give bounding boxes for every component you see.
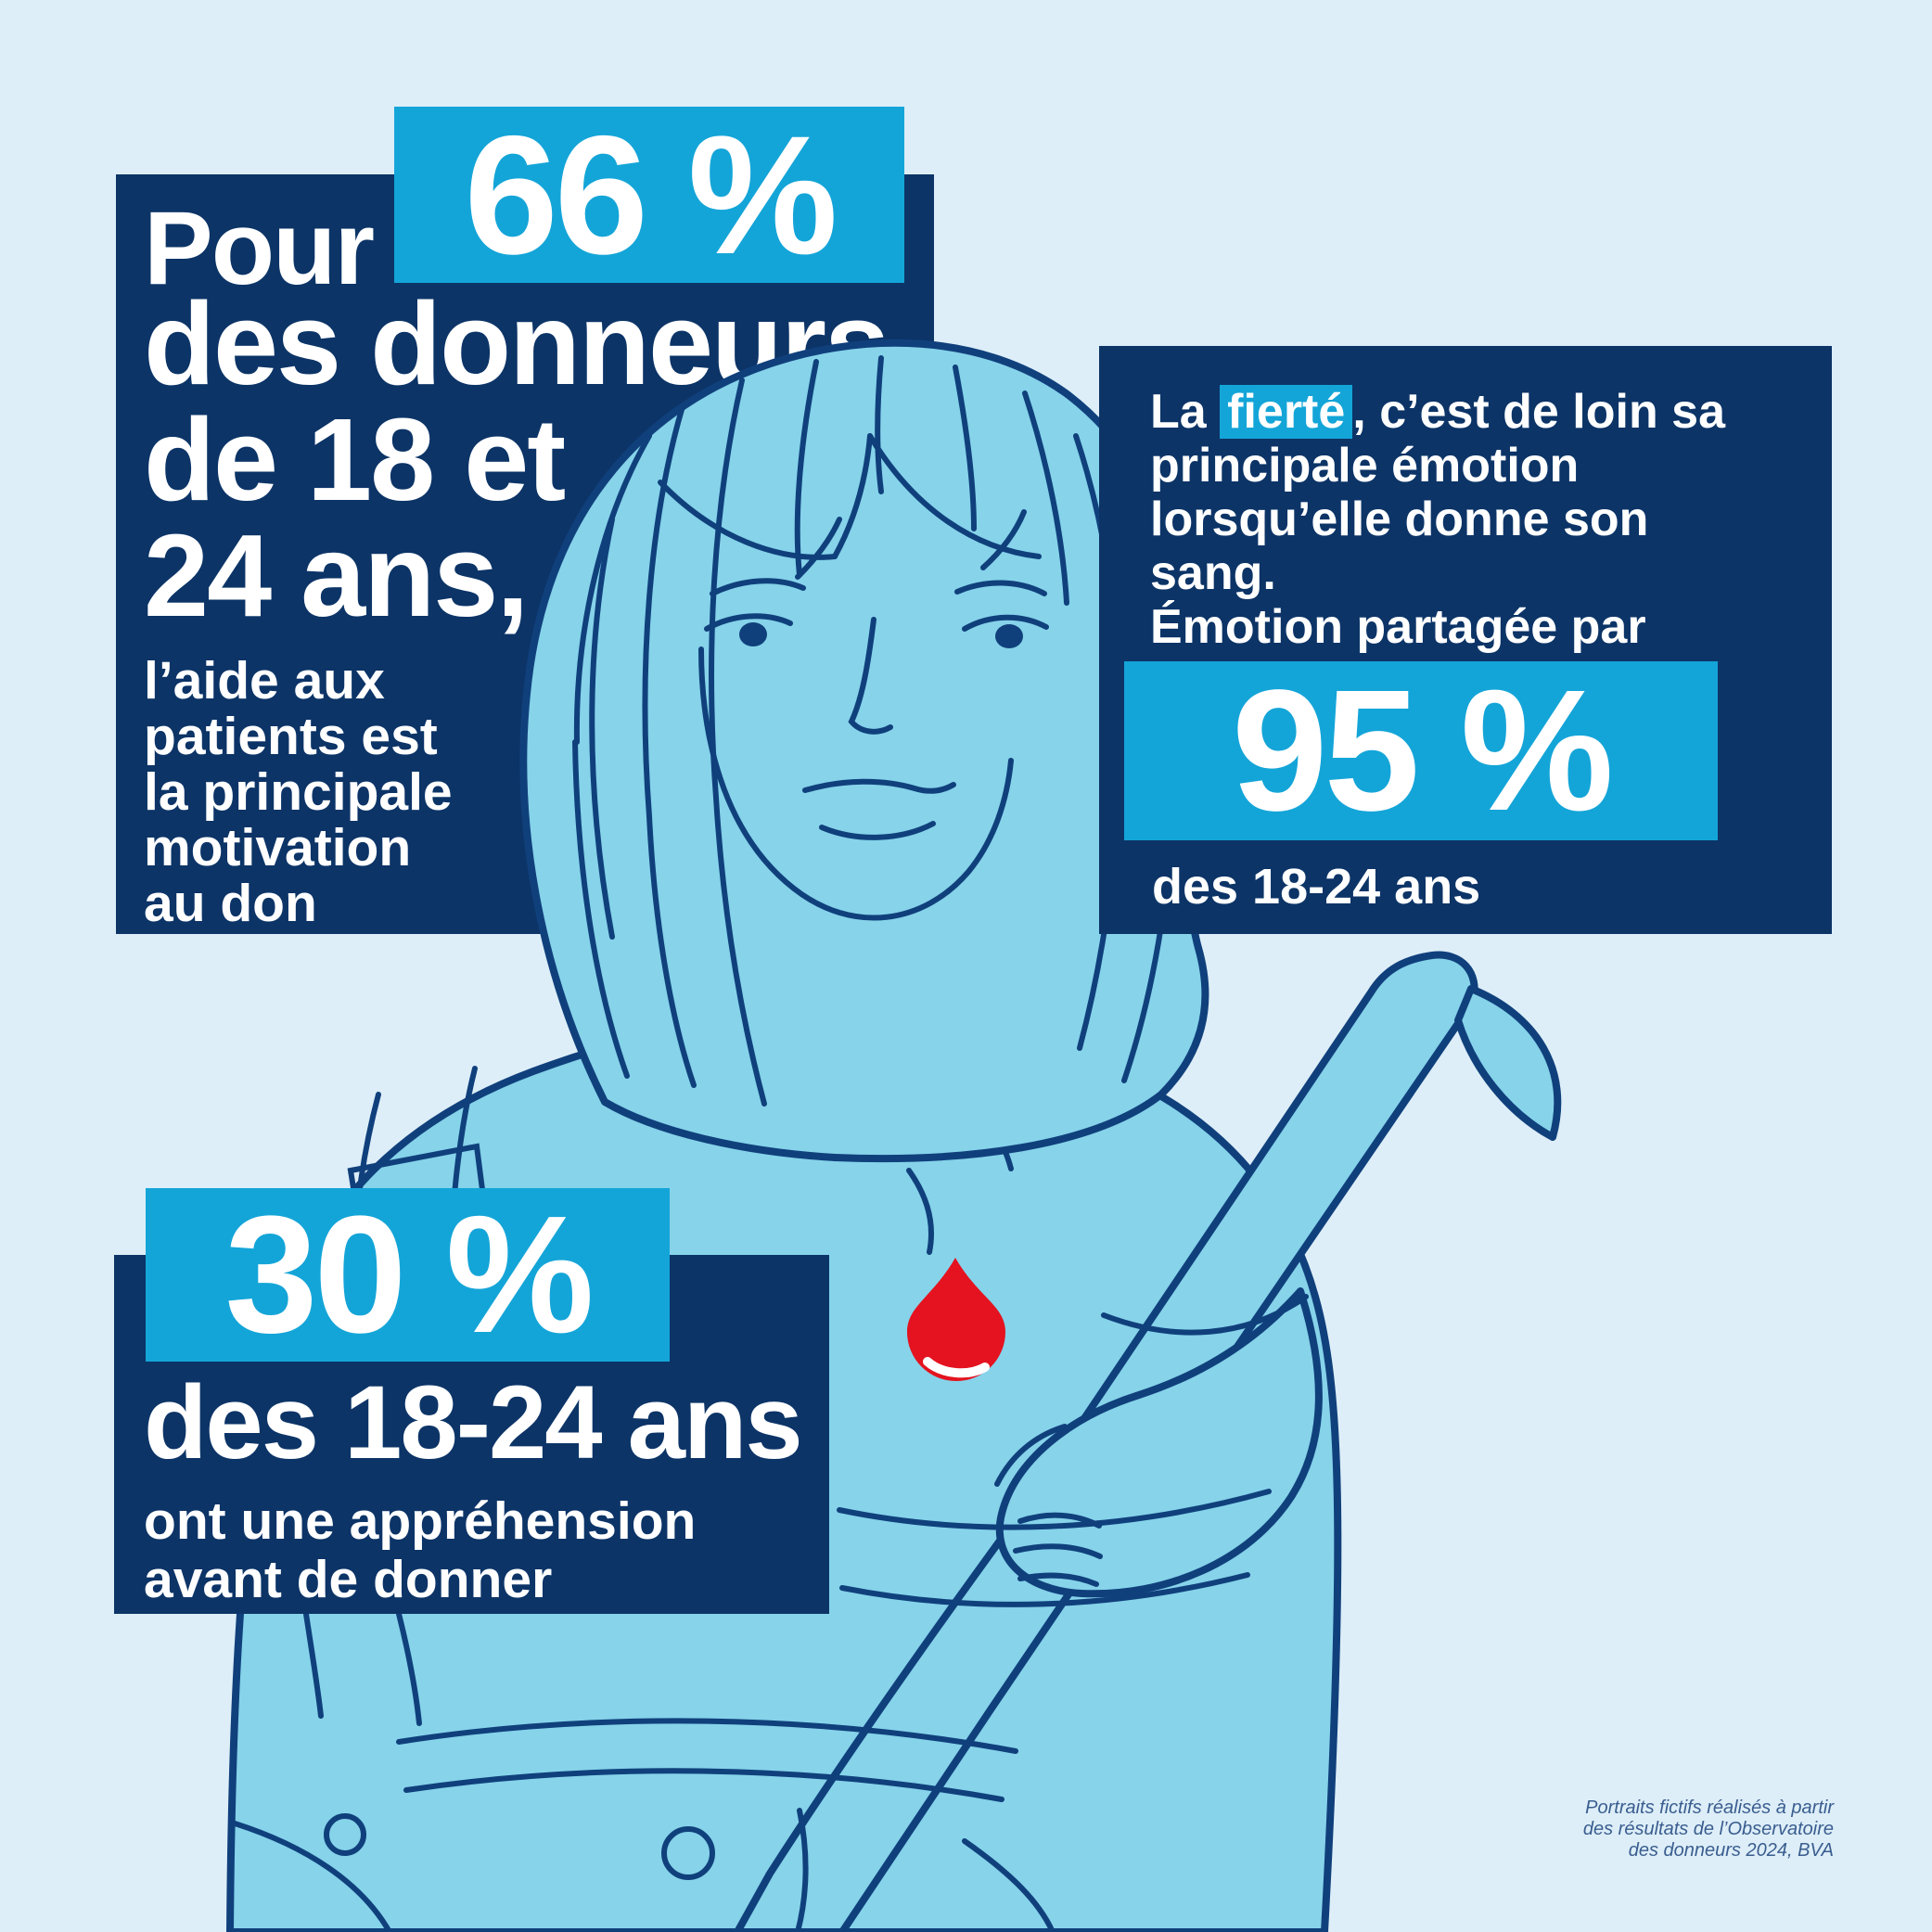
apprehension-heading: des 18-24 ans <box>144 1364 803 1480</box>
forearm <box>995 1287 1323 1598</box>
pride-paragraph: La fierté, c’est de loin sa principale é… <box>1150 385 1785 600</box>
stat-box-apprehension: 30 % des 18-24 ans ont une appréhension … <box>114 1182 829 1614</box>
donors-body-line: l’aide aux <box>144 651 385 710</box>
stat-value-95-percent-chip: 95 % <box>1124 655 1718 847</box>
donors-heading-line: des donneurs <box>144 278 889 409</box>
folder <box>734 951 1478 1932</box>
pride-text-before: La <box>1150 385 1221 439</box>
apprehension-body-line: avant de donner <box>144 1550 553 1609</box>
donors-body-line: la principale <box>144 762 453 822</box>
apprehension-body-line: ont une appréhension <box>144 1491 697 1551</box>
donors-body-line: au don <box>144 874 317 933</box>
folder-flap <box>1454 985 1562 1141</box>
pride-highlight-word: fierté <box>1220 385 1353 439</box>
stat-box-donors-motivation: 66 % Pour des donneurs de 18 et 24 ans, … <box>116 100 934 934</box>
stat-value-95-percent: 95 % <box>1232 655 1614 847</box>
donors-heading: des donneurs de 18 et 24 ans, <box>144 278 889 641</box>
pride-caption: des 18-24 ans <box>1152 859 1481 915</box>
footer-credit-line: des donneurs 2024, BVA <box>1628 1840 1834 1861</box>
stat-box-pride-emotion: La fierté, c’est de loin sa principale é… <box>1099 346 1832 934</box>
stat-prefix-pour: Pour <box>144 190 375 306</box>
stat-value-30-percent-chip: 30 % <box>146 1182 670 1368</box>
donors-body-line: motivation <box>144 818 412 877</box>
stat-value-30-percent: 30 % <box>224 1182 594 1368</box>
donors-heading-line: de 18 et <box>144 394 566 525</box>
pride-text-after: , c’est de loin sa principale émotion lo… <box>1150 385 1726 600</box>
blood-drop-icon <box>907 1258 1005 1381</box>
footer-credit-line: des résultats de l’Observatoire <box>1582 1819 1834 1839</box>
apprehension-body-text: ont une appréhension avant de donner <box>144 1492 696 1609</box>
donors-body-line: patients est <box>144 707 438 766</box>
right-eye <box>995 624 1023 648</box>
stat-value-66-percent-chip: 66 % <box>394 100 904 289</box>
footer-credit-line: Portraits fictifs réalisés à partir <box>1585 1798 1834 1818</box>
donors-heading-line: 24 ans, <box>144 510 529 641</box>
pride-paragraph-line2: Émotion partagée par <box>1150 600 1646 654</box>
footer-credit: Portraits fictifs réalisés à partir des … <box>1583 1798 1834 1862</box>
stat-value-66-percent: 66 % <box>464 100 838 289</box>
donors-body-text: l’aide aux patients est la principale mo… <box>144 653 453 931</box>
